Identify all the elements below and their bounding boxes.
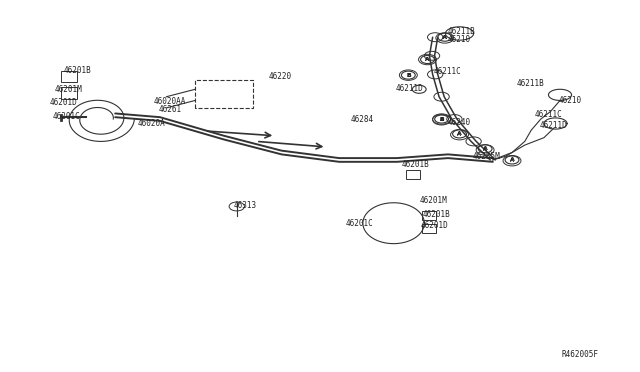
Text: 46201B: 46201B [64, 66, 92, 75]
Text: 46020AA: 46020AA [154, 97, 186, 106]
Text: 46020A: 46020A [138, 119, 165, 128]
Text: A: A [510, 158, 514, 163]
Text: 46201B: 46201B [422, 210, 450, 219]
Text: A: A [483, 146, 488, 151]
Text: A: A [483, 147, 487, 153]
Text: 46240: 46240 [448, 118, 471, 126]
Text: B: B [406, 73, 410, 78]
Text: 46210: 46210 [559, 96, 582, 105]
Text: 46211B: 46211B [517, 79, 545, 88]
Text: A: A [457, 131, 462, 137]
Text: B: B [440, 116, 444, 122]
Text: 46201M: 46201M [419, 196, 447, 205]
Text: A: A [425, 57, 430, 62]
Text: A: A [458, 132, 461, 137]
Text: 46211C: 46211C [434, 67, 461, 76]
Text: 46201C: 46201C [52, 112, 80, 121]
Text: A: A [440, 117, 444, 122]
Text: 46211B: 46211B [448, 27, 476, 36]
Text: 46211D: 46211D [396, 84, 423, 93]
Text: 46261: 46261 [159, 105, 182, 114]
Text: B: B [439, 116, 444, 122]
Text: 46210: 46210 [448, 35, 471, 44]
Text: 46284: 46284 [351, 115, 374, 124]
Text: B: B [406, 73, 411, 78]
Text: 46201B: 46201B [402, 160, 429, 169]
Text: R462005F: R462005F [561, 350, 598, 359]
Text: 46211D: 46211D [540, 121, 567, 130]
Text: A: A [426, 57, 429, 62]
Text: 46220: 46220 [269, 72, 292, 81]
Text: 46201D: 46201D [50, 98, 77, 107]
Text: 46313: 46313 [234, 201, 257, 210]
Text: 46201M: 46201M [54, 85, 82, 94]
Text: 46201C: 46201C [346, 219, 373, 228]
Text: 46201D: 46201D [421, 221, 449, 230]
Text: 46285M: 46285M [472, 153, 500, 161]
Text: 46211C: 46211C [534, 110, 562, 119]
Text: A: A [443, 35, 447, 41]
Text: A: A [442, 35, 447, 40]
Text: A: A [509, 157, 515, 163]
